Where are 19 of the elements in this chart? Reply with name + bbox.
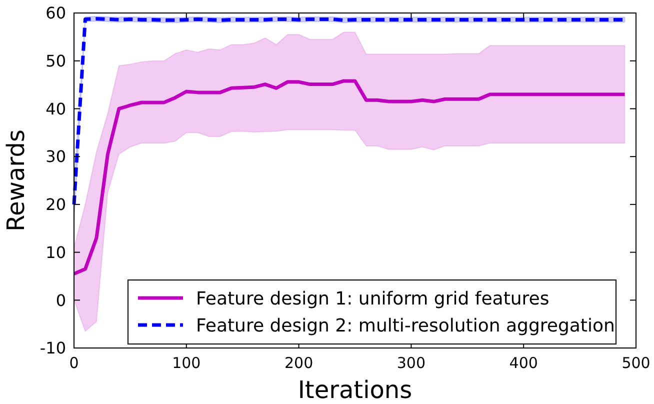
x-tick-label: 100 (172, 354, 201, 372)
x-tick-label: 0 (69, 354, 79, 372)
x-axis-title: Iterations (298, 376, 412, 404)
line-series (72, 79, 627, 276)
legend-label: Feature design 1: uniform grid features (196, 288, 550, 310)
x-tick-label: 400 (509, 354, 538, 372)
y-tick-label: 20 (46, 195, 66, 214)
y-tick-label: -10 (40, 338, 66, 358)
y-tick-label: 40 (46, 99, 66, 118)
y-tick-label: 0 (56, 290, 66, 310)
y-tick-label: 30 (46, 147, 66, 166)
y-tick-label: 60 (46, 4, 66, 23)
y-axis-title: Rewards (2, 130, 30, 232)
legend-label: Feature design 2: multi-resolution aggregation (196, 315, 615, 336)
x-tick-label: 200 (284, 354, 314, 372)
y-tick-label: 10 (46, 242, 66, 262)
x-tick-label: 500 (622, 354, 650, 372)
y-tick-label: 50 (46, 51, 66, 70)
x-tick-label: 300 (396, 354, 426, 372)
